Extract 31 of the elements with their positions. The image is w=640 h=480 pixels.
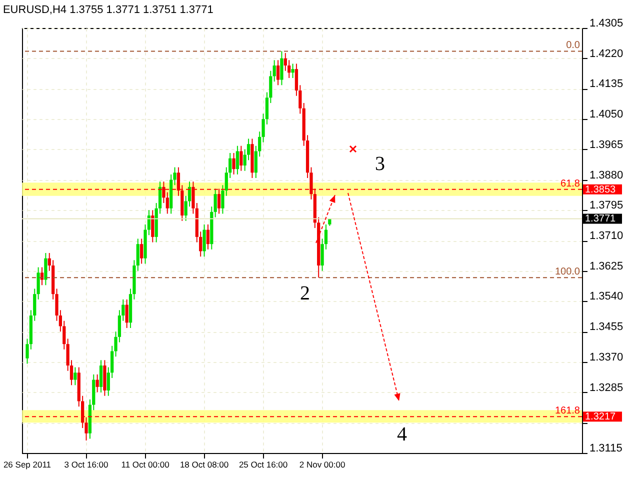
y-tick-label: 1.4135 xyxy=(590,78,624,90)
annotation: 3 xyxy=(375,152,385,175)
y-tick-label: 1.3370 xyxy=(590,351,624,364)
y-tick-label: 1.3880 xyxy=(590,169,624,182)
x-tick-label: 25 Oct 16:00 xyxy=(238,460,288,470)
annotation: 100.0 xyxy=(554,266,580,278)
chart-title: EURUSD,H4 1.3755 1.3771 1.3751 1.3771 xyxy=(2,4,214,16)
annotation: 2 xyxy=(300,282,310,305)
y-tick-label: 1.4220 xyxy=(590,48,624,60)
y-tick-label: 1.3115 xyxy=(590,442,622,454)
text: 1.3853 xyxy=(585,184,616,196)
annotation: 161.8 xyxy=(554,406,580,417)
x-tick-label: 18 Oct 08:00 xyxy=(180,460,229,470)
y-tick-label: 1.3710 xyxy=(590,230,624,242)
y-tick-label: 1.3455 xyxy=(590,321,624,334)
x-tick-label: 2 Nov 00:00 xyxy=(299,460,346,470)
x-tick-label: 3 Oct 16:00 xyxy=(64,460,108,470)
annotation: 0.0 xyxy=(566,40,580,52)
annotation: 61.8 xyxy=(560,178,580,190)
text: 1.3217 xyxy=(585,412,616,423)
x-tick-label: 26 Sep 2011 xyxy=(3,460,52,470)
y-tick-label: 1.3540 xyxy=(590,290,624,303)
x-tick-label: 11 Oct 00:00 xyxy=(121,460,170,470)
y-tick-label: 1.4050 xyxy=(590,108,624,121)
ref-line-label: 1.3771 xyxy=(585,214,616,225)
y-tick-label: 1.4305 xyxy=(590,18,624,30)
y-tick-label: 1.3965 xyxy=(590,138,624,151)
y-tick-label: 1.3795 xyxy=(590,200,624,212)
annotation: 4 xyxy=(397,424,407,446)
y-tick-label: 1.3625 xyxy=(590,260,624,272)
y-tick-label: 1.3285 xyxy=(590,382,624,394)
